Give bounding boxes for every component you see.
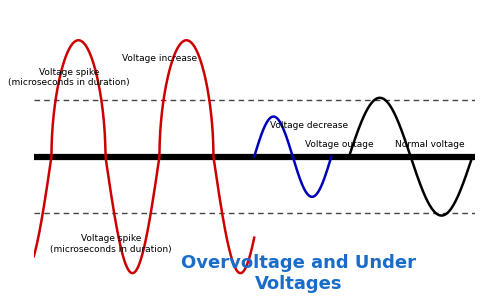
Text: Voltage spike
(microseconds in duration): Voltage spike (microseconds in duration): [8, 68, 130, 87]
Text: Voltage decrease: Voltage decrease: [270, 121, 348, 130]
Text: Overvoltage and Under
Voltages: Overvoltage and Under Voltages: [181, 254, 416, 293]
Text: Voltage spike
(microseconds in duration): Voltage spike (microseconds in duration): [50, 234, 172, 254]
Text: Normal voltage: Normal voltage: [395, 140, 465, 149]
Text: Voltage increase: Voltage increase: [122, 54, 197, 63]
Text: Voltage outage: Voltage outage: [305, 140, 373, 149]
